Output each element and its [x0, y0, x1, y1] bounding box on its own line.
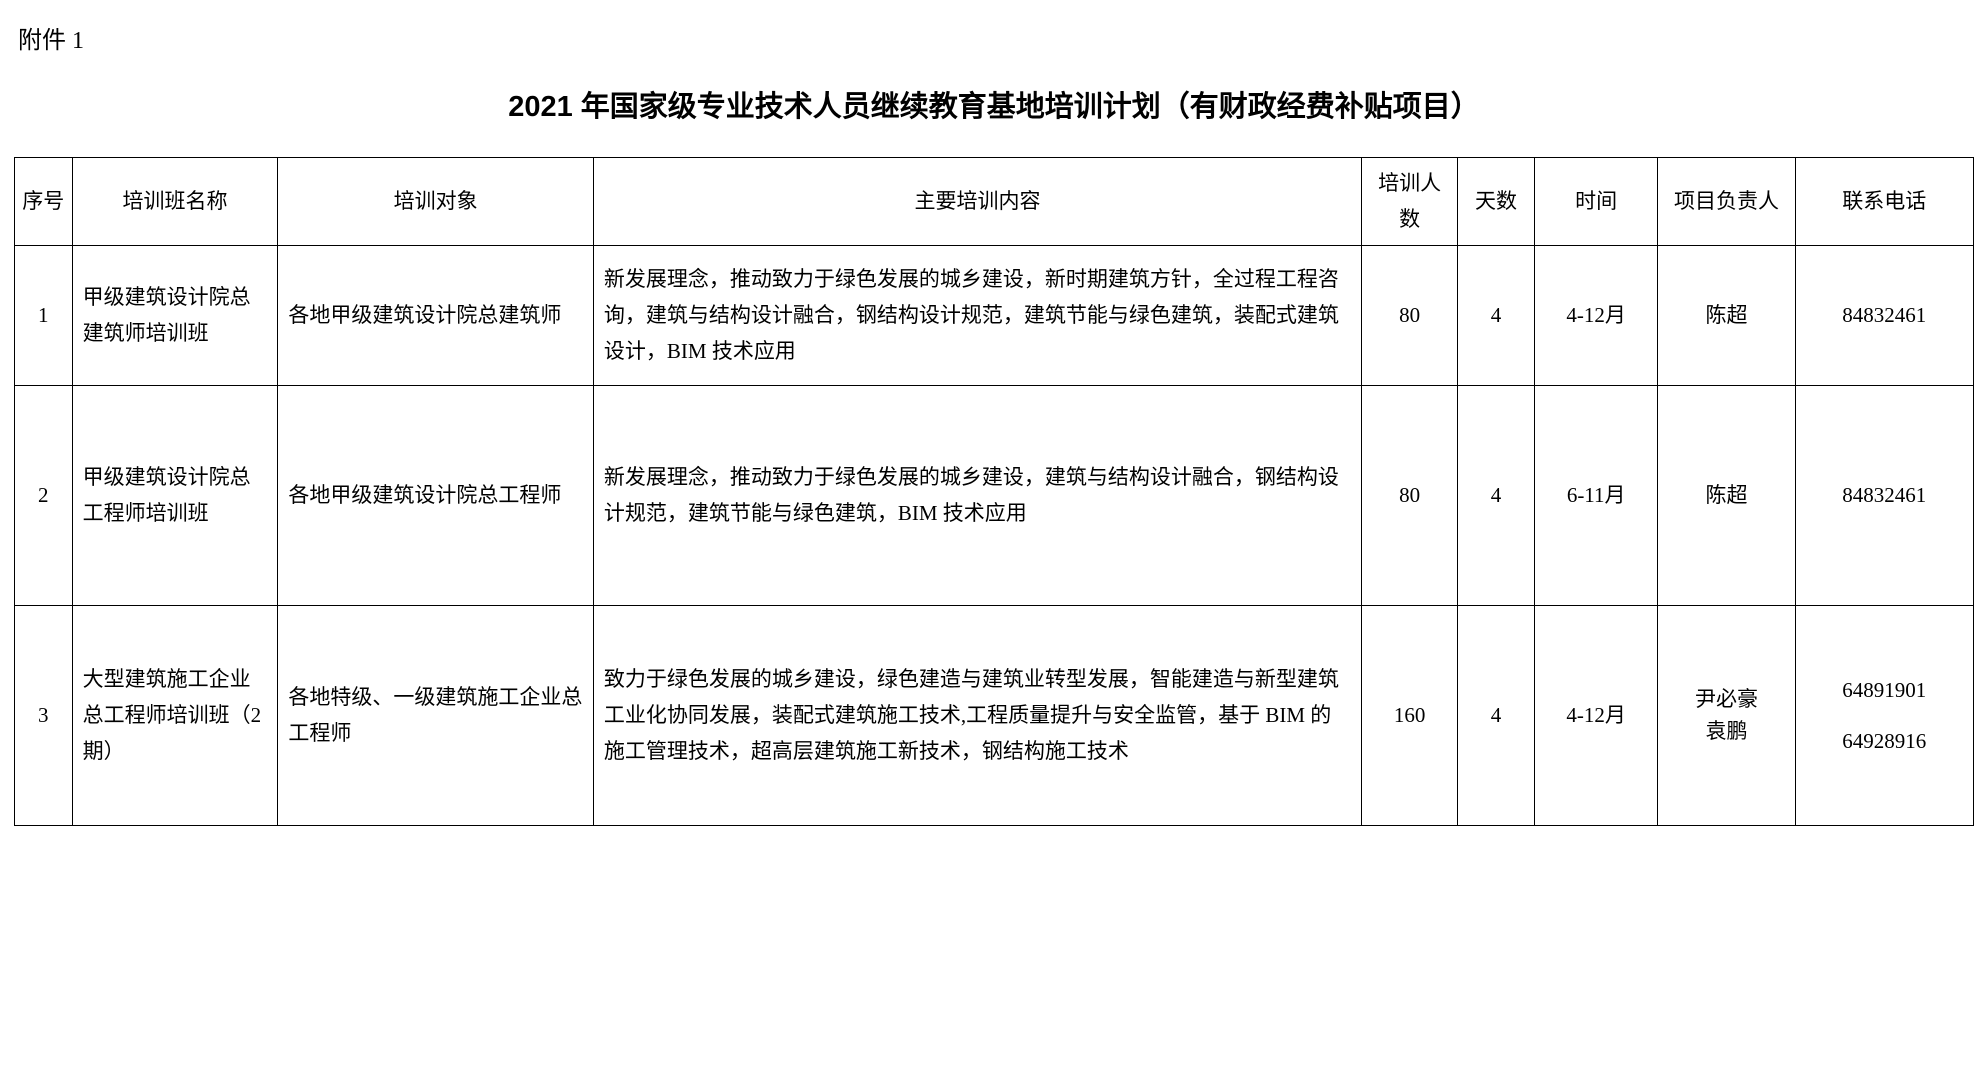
cell-days: 4 — [1458, 606, 1535, 826]
cell-content: 新发展理念，推动致力于绿色发展的城乡建设，新时期建筑方针，全过程工程咨询，建筑与… — [593, 246, 1361, 386]
cell-content: 致力于绿色发展的城乡建设，绿色建造与建筑业转型发展，智能建造与新型建筑工业化协同… — [593, 606, 1361, 826]
cell-phone: 84832461 — [1795, 386, 1973, 606]
cell-name: 大型建筑施工企业总工程师培训班（2 期） — [72, 606, 278, 826]
attachment-label: 附件 1 — [18, 20, 1974, 55]
cell-person: 陈超 — [1658, 246, 1795, 386]
col-header-seq: 序号 — [15, 158, 73, 246]
cell-time: 4-12月 — [1534, 246, 1657, 386]
cell-person: 陈超 — [1658, 386, 1795, 606]
col-header-name: 培训班名称 — [72, 158, 278, 246]
cell-count: 80 — [1362, 246, 1458, 386]
col-header-person: 项目负责人 — [1658, 158, 1795, 246]
col-header-time: 时间 — [1534, 158, 1657, 246]
cell-person: 尹必豪袁鹏 — [1658, 606, 1795, 826]
table-row: 3 大型建筑施工企业总工程师培训班（2 期） 各地特级、一级建筑施工企业总工程师… — [15, 606, 1974, 826]
cell-seq: 2 — [15, 386, 73, 606]
cell-days: 4 — [1458, 246, 1535, 386]
cell-days: 4 — [1458, 386, 1535, 606]
cell-target: 各地甲级建筑设计院总工程师 — [278, 386, 594, 606]
col-header-days: 天数 — [1458, 158, 1535, 246]
col-header-target: 培训对象 — [278, 158, 594, 246]
cell-seq: 3 — [15, 606, 73, 826]
cell-target: 各地甲级建筑设计院总建筑师 — [278, 246, 594, 386]
cell-count: 160 — [1362, 606, 1458, 826]
cell-phone: 84832461 — [1795, 246, 1973, 386]
cell-count: 80 — [1362, 386, 1458, 606]
cell-phone: 6489190164928916 — [1795, 606, 1973, 826]
cell-seq: 1 — [15, 246, 73, 386]
training-plan-table: 序号 培训班名称 培训对象 主要培训内容 培训人数 天数 时间 项目负责人 联系… — [14, 157, 1974, 826]
page-title: 2021 年国家级专业技术人员继续教育基地培训计划（有财政经费补贴项目） — [14, 83, 1974, 125]
cell-target: 各地特级、一级建筑施工企业总工程师 — [278, 606, 594, 826]
col-header-count: 培训人数 — [1362, 158, 1458, 246]
cell-name: 甲级建筑设计院总建筑师培训班 — [72, 246, 278, 386]
table-row: 2 甲级建筑设计院总工程师培训班 各地甲级建筑设计院总工程师 新发展理念，推动致… — [15, 386, 1974, 606]
table-row: 1 甲级建筑设计院总建筑师培训班 各地甲级建筑设计院总建筑师 新发展理念，推动致… — [15, 246, 1974, 386]
cell-content: 新发展理念，推动致力于绿色发展的城乡建设，建筑与结构设计融合，钢结构设计规范，建… — [593, 386, 1361, 606]
cell-time: 6-11月 — [1534, 386, 1657, 606]
table-header-row: 序号 培训班名称 培训对象 主要培训内容 培训人数 天数 时间 项目负责人 联系… — [15, 158, 1974, 246]
col-header-content: 主要培训内容 — [593, 158, 1361, 246]
cell-name: 甲级建筑设计院总工程师培训班 — [72, 386, 278, 606]
col-header-phone: 联系电话 — [1795, 158, 1973, 246]
cell-time: 4-12月 — [1534, 606, 1657, 826]
